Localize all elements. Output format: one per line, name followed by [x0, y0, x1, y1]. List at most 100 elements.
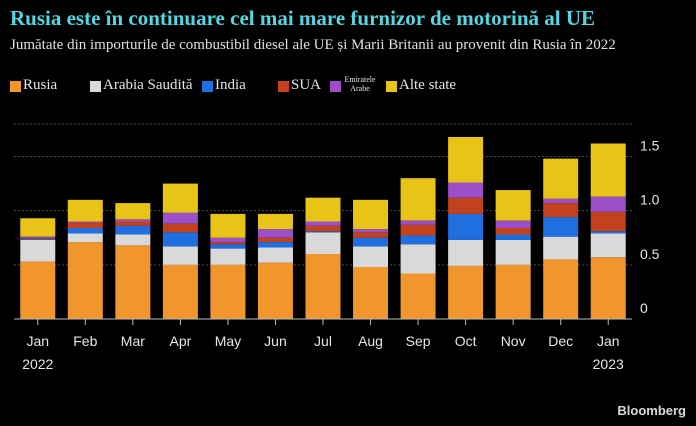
bar-segment — [400, 220, 436, 225]
bar-segment — [210, 213, 246, 238]
bar-segment — [162, 232, 198, 247]
bar-segment — [495, 264, 531, 319]
bar-segment — [495, 228, 531, 235]
bar-segment — [210, 248, 246, 265]
x-tick-label: Apr — [169, 333, 191, 349]
bar-segment — [67, 199, 103, 222]
bar-segment — [67, 228, 103, 234]
x-year-label: 2023 — [593, 356, 624, 372]
bar-segment — [590, 211, 626, 232]
source-label: Bloomberg — [617, 403, 686, 418]
bar-segment — [495, 190, 531, 221]
bar-segment — [257, 229, 293, 238]
bar-segment — [115, 221, 151, 226]
bar-segment — [305, 232, 341, 254]
bar-segment — [448, 182, 484, 198]
y-tick-label: 1.0 — [640, 192, 660, 208]
bar-segment — [162, 183, 198, 213]
legend-label: Alte state — [399, 77, 457, 93]
bar-segment — [115, 225, 151, 235]
x-tick-label: Mar — [121, 333, 145, 349]
bar-segment — [590, 231, 626, 234]
bar-segment — [67, 242, 103, 319]
bar-segment — [20, 218, 56, 237]
x-tick-label: May — [215, 333, 241, 349]
x-tick-label: Nov — [501, 333, 526, 349]
bar-segment — [353, 199, 389, 230]
bar-segment — [257, 237, 293, 243]
bar-segment — [590, 196, 626, 212]
bar-segment — [257, 262, 293, 319]
bar-segment — [162, 223, 198, 233]
bar-segment — [115, 203, 151, 220]
legend-swatch — [10, 81, 21, 92]
x-year-label: 2022 — [22, 356, 53, 372]
y-tick-label: 1.5 — [640, 138, 660, 154]
legend-swatch — [386, 81, 397, 92]
legend-label: Emiratele Arabe — [344, 75, 376, 93]
bar-segment — [20, 238, 56, 240]
x-tick-label: Jan — [26, 333, 49, 349]
bar-segment — [115, 245, 151, 319]
bar-segment — [543, 259, 579, 319]
bar-segment — [210, 244, 246, 249]
bar-segment — [20, 239, 56, 262]
bar-segment — [162, 246, 198, 265]
legend-label: Rusia — [23, 77, 58, 93]
bar-segment — [353, 237, 389, 247]
bar-segment — [448, 137, 484, 183]
bar-segment — [210, 242, 246, 245]
bar-segment — [400, 224, 436, 236]
bar-segment — [20, 236, 56, 238]
bar-segment — [448, 213, 484, 240]
bar-segment — [353, 229, 389, 233]
bar-segment — [20, 237, 56, 239]
bar-segment — [162, 212, 198, 224]
bar-segment — [257, 242, 293, 248]
x-tick-label: Dec — [548, 333, 573, 349]
bar-segment — [400, 244, 436, 274]
bar-segment — [305, 254, 341, 319]
bar-segment — [305, 231, 341, 233]
chart-title: Rusia este în continuare cel mai mare fu… — [10, 6, 596, 30]
bar-segment — [543, 217, 579, 237]
bar-segment — [67, 233, 103, 243]
x-tick-label: Jul — [314, 333, 332, 349]
legend-label: SUA — [291, 77, 322, 93]
legend-label: Arabia Saudită — [103, 77, 193, 93]
bar-segment — [305, 197, 341, 222]
bar-segment — [353, 267, 389, 319]
legend-swatch — [90, 81, 101, 92]
bar-segment — [495, 234, 531, 240]
legend-swatch — [330, 81, 341, 92]
bar-segment — [162, 264, 198, 319]
bar-segment — [495, 220, 531, 228]
bar-segment — [543, 203, 579, 218]
bar-segment — [543, 198, 579, 204]
bar-segment — [257, 213, 293, 230]
bar-segment — [210, 237, 246, 243]
x-tick-label: Jan — [597, 333, 620, 349]
legend-label: India — [215, 77, 246, 93]
bar-segment — [448, 265, 484, 319]
bar-segment — [115, 234, 151, 246]
bar-segment — [495, 239, 531, 265]
bar-segment — [543, 158, 579, 199]
bar-segment — [590, 257, 626, 319]
x-tick-label: Sep — [406, 333, 431, 349]
chart-subtitle: Jumătate din importurile de combustibil … — [10, 37, 616, 53]
bar-segment — [400, 178, 436, 221]
bar-segment — [305, 221, 341, 226]
bar-segment — [400, 273, 436, 319]
bar-segment — [305, 225, 341, 232]
bar-segment — [67, 222, 103, 228]
legend: Rusia Arabia Saudită India SUA Emiratele Ara… — [10, 74, 570, 100]
bar-segment — [353, 232, 389, 238]
bar-segment — [210, 264, 246, 319]
y-tick-label: 0 — [640, 300, 648, 316]
y-tick-label: 0.5 — [640, 246, 660, 262]
bar-segment — [20, 261, 56, 319]
bar-segment — [543, 236, 579, 260]
bar-segment — [448, 239, 484, 266]
